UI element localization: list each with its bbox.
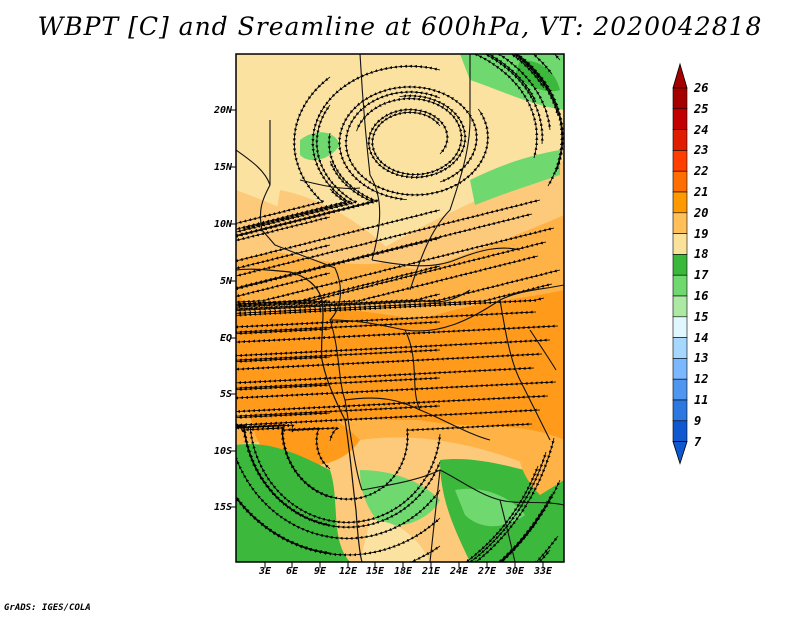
streamline	[337, 85, 479, 201]
lon-label-33e: 33E	[533, 566, 553, 577]
colorbar-label: 15	[694, 309, 709, 324]
colorbar-segment	[672, 108, 688, 130]
streamline	[538, 549, 551, 562]
streamline	[236, 383, 331, 392]
colorbar-segment	[672, 191, 688, 214]
colorbar-label: 22	[694, 164, 709, 179]
grads-credit: GrADS: IGES/COLA	[4, 603, 91, 613]
colorbar-label: 7	[694, 434, 702, 449]
lon-label-9e: 9E	[313, 566, 327, 577]
streamline	[236, 216, 331, 242]
colorbar-label: 23	[694, 143, 709, 158]
streamline	[498, 521, 537, 562]
colorbar-top-arrow	[672, 62, 688, 89]
lat-label-10s: 10S	[213, 446, 232, 457]
colorbar-segment	[672, 316, 688, 338]
streamline	[236, 299, 331, 308]
colorbar-label: 16	[694, 289, 709, 303]
lat-label-15s: 15S	[213, 502, 232, 513]
streamline	[236, 327, 331, 336]
lon-label-15e: 15E	[365, 566, 385, 577]
colorbar-segment	[672, 87, 688, 110]
lon-label-18e: 18E	[393, 566, 413, 577]
lat-label-5n: 5N	[219, 276, 232, 287]
colorbar-segment	[672, 295, 688, 318]
streamline	[398, 545, 441, 562]
axis-ticks	[230, 109, 544, 568]
streamline	[236, 272, 331, 298]
lat-label-10n: 10N	[213, 219, 232, 230]
lon-label-21e: 21E	[421, 566, 441, 577]
colorbar-label: 13	[694, 351, 709, 366]
lat-label-5s: 5S	[219, 389, 232, 400]
streamlines	[236, 54, 564, 562]
colorbar-label: 21	[694, 185, 709, 199]
country-borders	[236, 54, 564, 562]
streamline	[236, 493, 331, 555]
colorbar-label: 11	[694, 393, 709, 407]
colorbar-segment	[672, 150, 688, 172]
colorbar-segment	[672, 212, 688, 234]
colorbar-segment	[672, 358, 688, 380]
map-title: WBPT [C] and Sreamline at 600hPa, VT: 20…	[37, 12, 763, 41]
colorbar-segment	[672, 254, 688, 276]
colorbar-segment	[672, 274, 688, 297]
lat-label-20n: 20N	[213, 105, 232, 116]
colorbar-label: 14	[694, 330, 709, 345]
lon-label-6e: 6E	[285, 566, 299, 577]
colorbar-label: 18	[694, 247, 709, 262]
colorbar-label: 26	[694, 81, 709, 95]
colorbar-segment	[672, 378, 688, 401]
colorbar	[672, 62, 688, 465]
streamline	[510, 54, 564, 187]
lon-label-30e: 30E	[505, 566, 525, 577]
colorbar-segment	[672, 233, 688, 255]
lat-label-eq: EQ	[219, 333, 232, 344]
colorbar-label: 17	[694, 268, 709, 283]
colorbar-segment	[672, 420, 688, 442]
streamline	[236, 355, 331, 364]
colorbar-label: 25	[694, 101, 709, 116]
lon-label-12e: 12E	[338, 566, 358, 577]
colorbar-segment	[672, 337, 688, 359]
streamline	[236, 244, 331, 270]
streamline	[236, 411, 331, 420]
colorbar-label: 19	[694, 226, 709, 241]
colorbar-segment	[672, 399, 688, 422]
colorbar-label: 24	[694, 122, 709, 137]
colorbar-label: 9	[694, 413, 702, 428]
streamline	[236, 293, 441, 311]
lon-label-27e: 27E	[477, 566, 497, 577]
colorbar-bottom-arrow	[672, 441, 688, 465]
lon-label-24e: 24E	[449, 566, 469, 577]
coastline	[236, 268, 363, 562]
colorbar-segment	[672, 170, 688, 193]
map-frame	[235, 53, 565, 563]
colorbar-label: 12	[694, 372, 709, 387]
lon-label-3e: 3E	[258, 566, 272, 577]
colorbar-segment	[672, 129, 688, 151]
colorbar-label: 20	[694, 205, 709, 220]
lat-label-15n: 15N	[213, 162, 232, 173]
